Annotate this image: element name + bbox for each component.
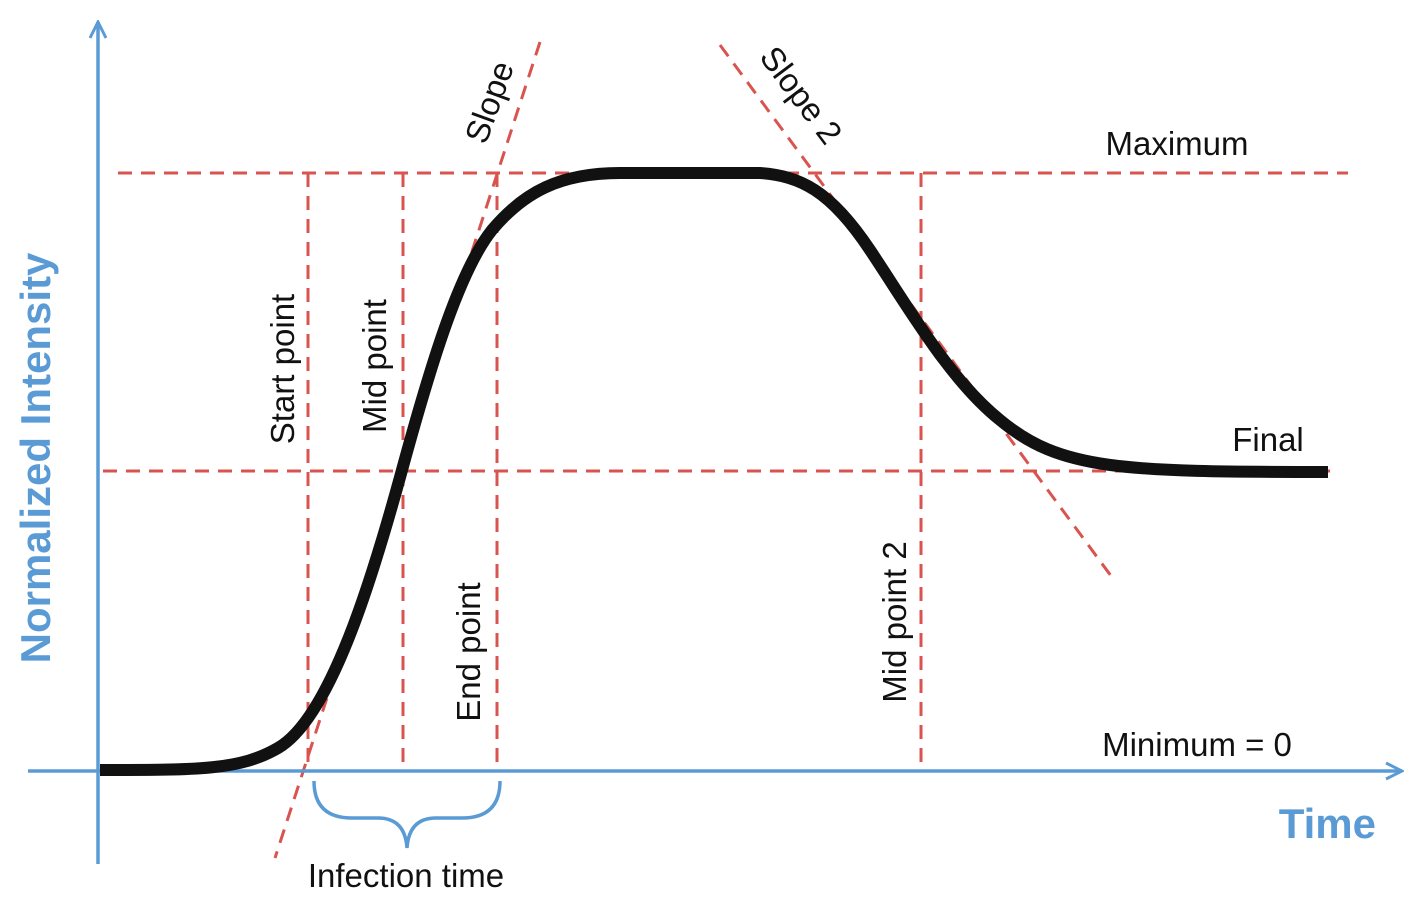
infection-time-label: Infection time bbox=[308, 857, 504, 894]
intensity-curve bbox=[99, 167, 1329, 776]
y-axis-title: Normalized Intensity bbox=[12, 252, 59, 663]
slope-tangent-line bbox=[273, 41, 542, 859]
end-point-label: End point bbox=[450, 582, 487, 721]
mid-point2-label: Mid point 2 bbox=[876, 541, 913, 702]
x-axis-title: Time bbox=[1279, 800, 1376, 847]
maximum-label: Maximum bbox=[1105, 125, 1248, 162]
infection-time-brace bbox=[312, 780, 502, 849]
minimum-label: Minimum = 0 bbox=[1102, 726, 1292, 763]
final-label: Final bbox=[1232, 421, 1304, 458]
mid-point-label: Mid point bbox=[356, 299, 393, 433]
slope2-label: Slope 2 bbox=[753, 39, 850, 151]
start-point-label: Start point bbox=[264, 294, 301, 444]
